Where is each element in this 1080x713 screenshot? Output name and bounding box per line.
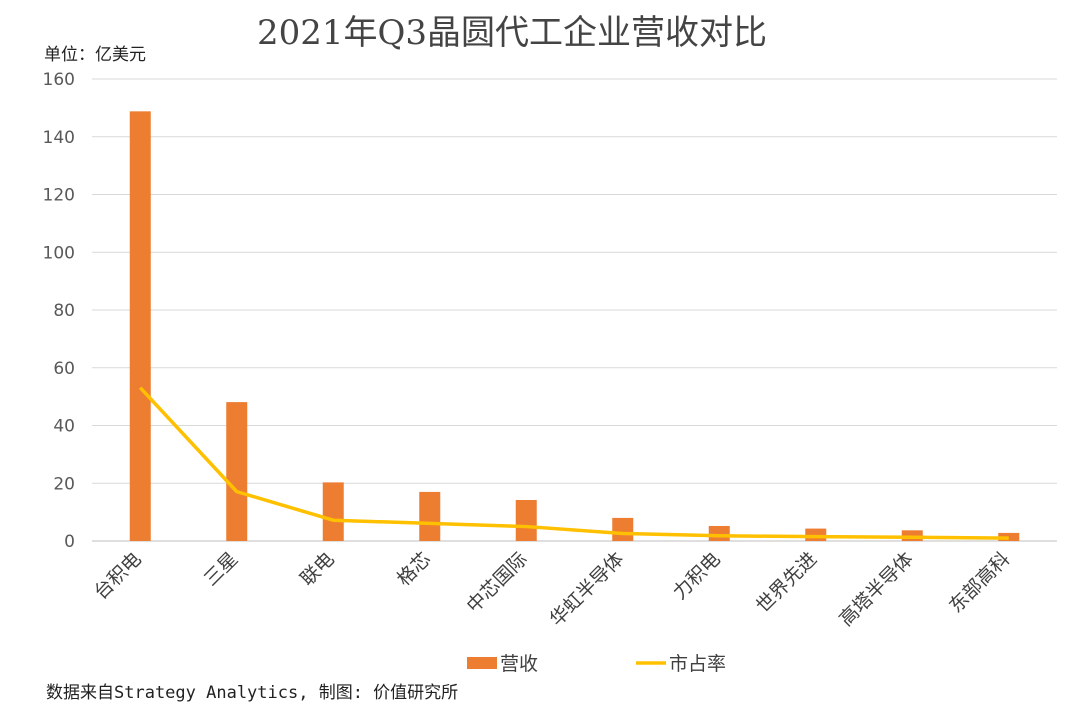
revenue-bar xyxy=(129,111,151,541)
revenue-bar xyxy=(515,499,537,541)
revenue-bar xyxy=(805,528,827,541)
x-tick-label: 中芯国际 xyxy=(462,548,531,617)
y-tick-label: 120 xyxy=(43,186,75,206)
legend-label: 市占率 xyxy=(669,653,726,675)
share-line-path xyxy=(138,386,1009,540)
y-tick-label: 140 xyxy=(43,128,75,148)
revenue-bar xyxy=(226,402,248,541)
x-tick-label: 华虹半导体 xyxy=(546,548,629,631)
source-note: 数据来自Strategy Analytics, 制图: 价值研究所 xyxy=(46,683,459,703)
x-axis-labels: 台积电 三星 联电 格芯 中芯国际 华虹半导体 力积电 世界先进 高塔半导体 东部高科 xyxy=(90,548,1014,631)
legend-item: 市占率 xyxy=(636,653,726,675)
y-tick-label: 160 xyxy=(43,70,75,90)
x-tick-label: 联电 xyxy=(296,548,338,590)
x-tick-label: 高塔半导体 xyxy=(835,548,918,631)
x-tick-label: 三星 xyxy=(200,548,242,590)
x-tick-label: 台积电 xyxy=(90,548,146,604)
x-tick-label: 格芯 xyxy=(393,548,435,590)
y-tick-label: 100 xyxy=(43,243,75,263)
legend: 营收 市占率 xyxy=(467,653,726,675)
revenue-bar xyxy=(419,491,441,541)
chart-title: 2021年Q3晶圆代工企业营收对比 xyxy=(257,13,767,53)
y-tick-label: 80 xyxy=(53,301,75,321)
share-line xyxy=(138,386,1009,540)
legend-label: 营收 xyxy=(500,653,538,675)
y-tick-label: 60 xyxy=(53,359,75,379)
revenue-bar xyxy=(708,525,730,541)
revenue-bars xyxy=(129,111,1020,541)
x-tick-label: 东部高科 xyxy=(945,548,1014,617)
y-tick-label: 0 xyxy=(64,532,75,552)
y-tick-label: 20 xyxy=(53,474,75,494)
revenue-bar xyxy=(612,517,634,541)
unit-label: 单位：亿美元 xyxy=(44,45,146,65)
x-tick-label: 力积电 xyxy=(669,548,725,604)
legend-swatch xyxy=(467,657,497,669)
x-tick-label: 世界先进 xyxy=(752,548,821,617)
revenue-bar xyxy=(322,482,344,541)
gridlines xyxy=(92,78,1057,542)
legend-item: 营收 xyxy=(467,653,538,675)
y-tick-label: 40 xyxy=(53,417,75,437)
y-axis-ticks: 0 20 40 60 80 100 120 140 160 xyxy=(43,70,75,552)
